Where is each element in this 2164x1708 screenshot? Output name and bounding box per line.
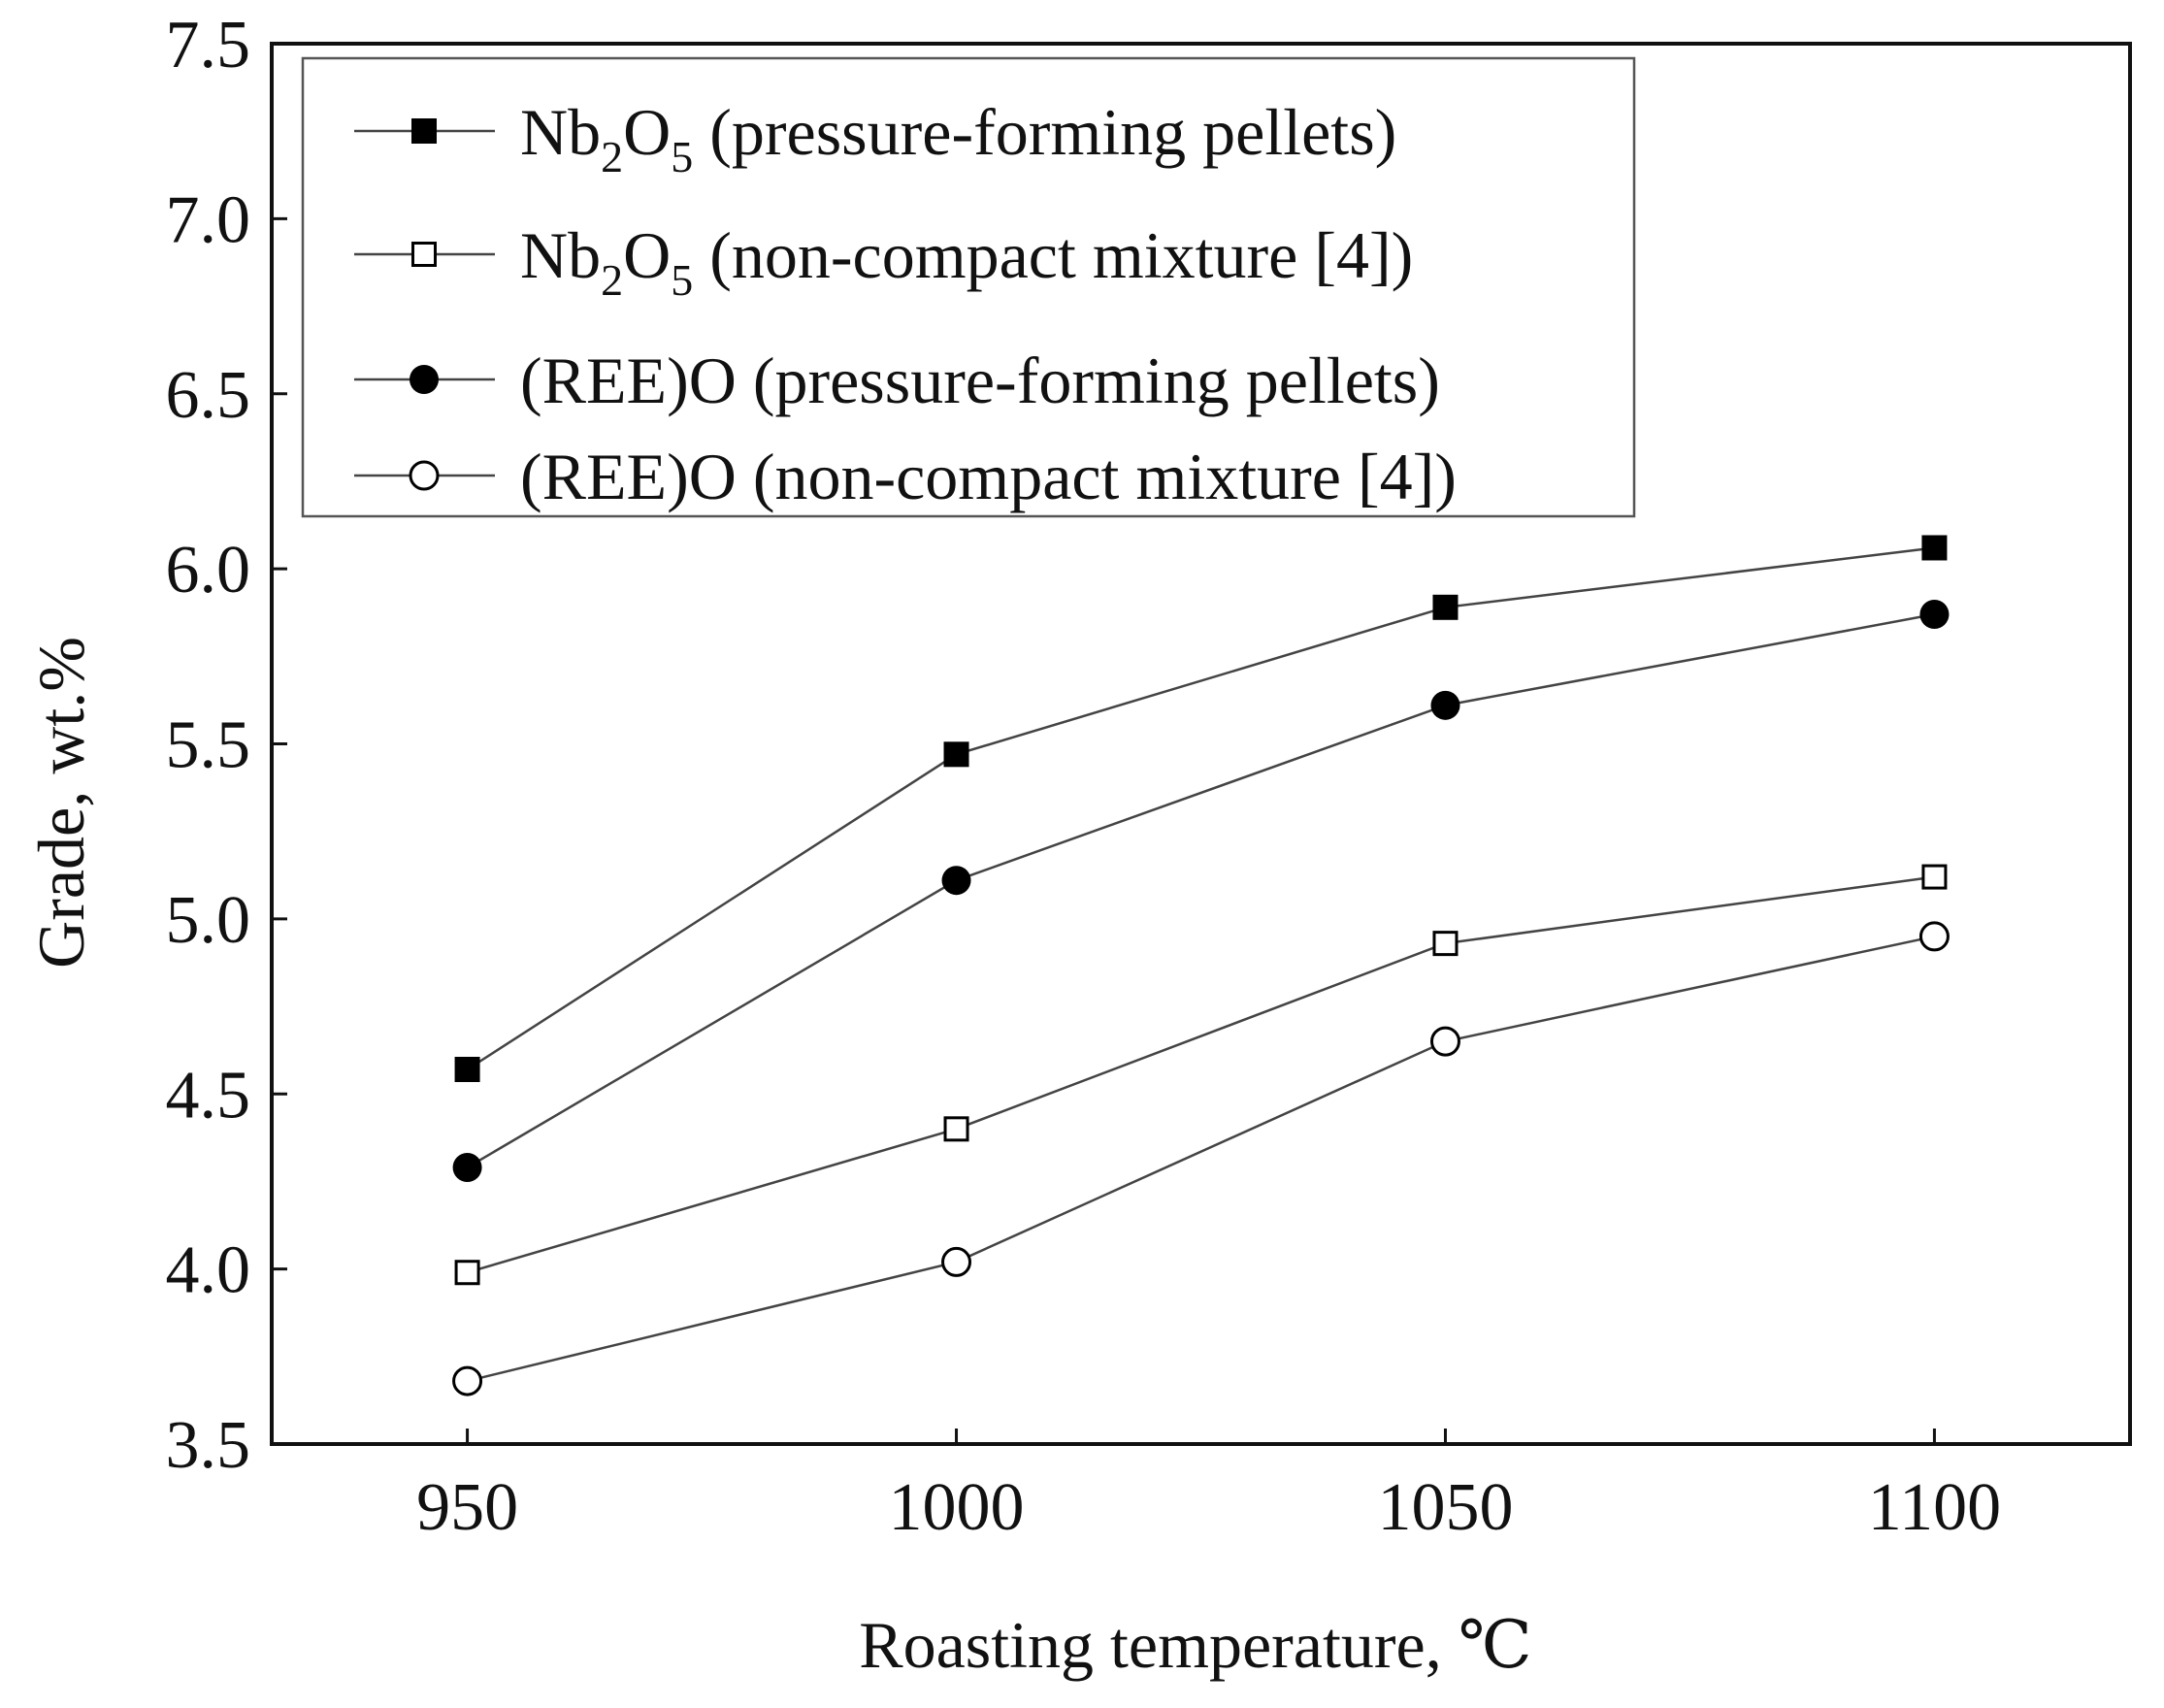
plot-area — [452, 535, 1950, 1396]
legend-box — [301, 56, 1636, 518]
y-tick-label: 5.5 — [166, 708, 251, 783]
legend-label-1: Nb2O5 (pressure-forming pellets) — [520, 95, 1396, 181]
data-point-s1-1050 — [1432, 594, 1459, 620]
y-tick-label: 4.5 — [166, 1058, 251, 1133]
data-point-s2-1050 — [1432, 931, 1459, 957]
data-point-s2-1000 — [943, 1116, 969, 1142]
legend-marker-2 — [411, 242, 437, 267]
x-tick-label: 950 — [416, 1470, 518, 1545]
legend-marker-4 — [409, 460, 440, 491]
series-line-3 — [466, 612, 1935, 1169]
y-tick-label: 6.5 — [166, 358, 251, 433]
y-tick-label: 3.5 — [166, 1408, 251, 1483]
data-point-s4-1100 — [1918, 921, 1950, 952]
data-point-s4-950 — [452, 1365, 483, 1396]
x-tick-label: 1050 — [1377, 1470, 1513, 1545]
y-axis-title: Grade, wt.% — [24, 637, 98, 969]
y-tick-label: 5.0 — [166, 883, 251, 958]
legend-marker-1 — [411, 118, 437, 144]
series-line-4 — [467, 935, 1935, 1383]
y-tick-label: 7.5 — [166, 8, 251, 82]
data-point-s4-1000 — [941, 1246, 972, 1277]
y-tick-label: 4.0 — [166, 1233, 251, 1308]
data-point-s1-1000 — [943, 741, 969, 768]
data-point-s3-950 — [452, 1153, 482, 1183]
data-point-s3-1050 — [1430, 690, 1460, 720]
y-tick-label: 7.0 — [166, 182, 251, 257]
series-line-1 — [466, 546, 1935, 1071]
data-point-s2-1100 — [1921, 864, 1948, 890]
x-axis-title: Roasting temperature, ℃ — [859, 1608, 1532, 1682]
legend-label-4: (REE)O (non-compact mixture [4]) — [520, 440, 1457, 513]
y-tick-label: 6.0 — [166, 533, 251, 608]
x-tick-label: 1100 — [1868, 1470, 2001, 1545]
series-line-2 — [467, 875, 1935, 1274]
legend-label-2: Nb2O5 (non-compact mixture [4]) — [520, 218, 1413, 305]
data-point-s4-1050 — [1429, 1026, 1460, 1057]
legend: Nb2O5 (pressure-forming pellets) Nb2O5 (n… — [301, 56, 1636, 518]
legend-marker-3 — [410, 365, 439, 394]
axes: 3.5 4.0 4.5 5.0 5.5 6.0 6.5 7.0 7.5 950 1000 1050 11… — [166, 8, 2132, 1545]
x-tick-label: 1000 — [889, 1470, 1025, 1545]
data-point-s3-1000 — [941, 866, 971, 896]
data-point-s1-1100 — [1921, 535, 1948, 561]
data-point-s2-950 — [454, 1260, 480, 1286]
legend-label-3: (REE)O (pressure-forming pellets) — [520, 344, 1440, 417]
data-point-s3-1100 — [1919, 600, 1950, 630]
data-point-s1-950 — [454, 1056, 480, 1082]
